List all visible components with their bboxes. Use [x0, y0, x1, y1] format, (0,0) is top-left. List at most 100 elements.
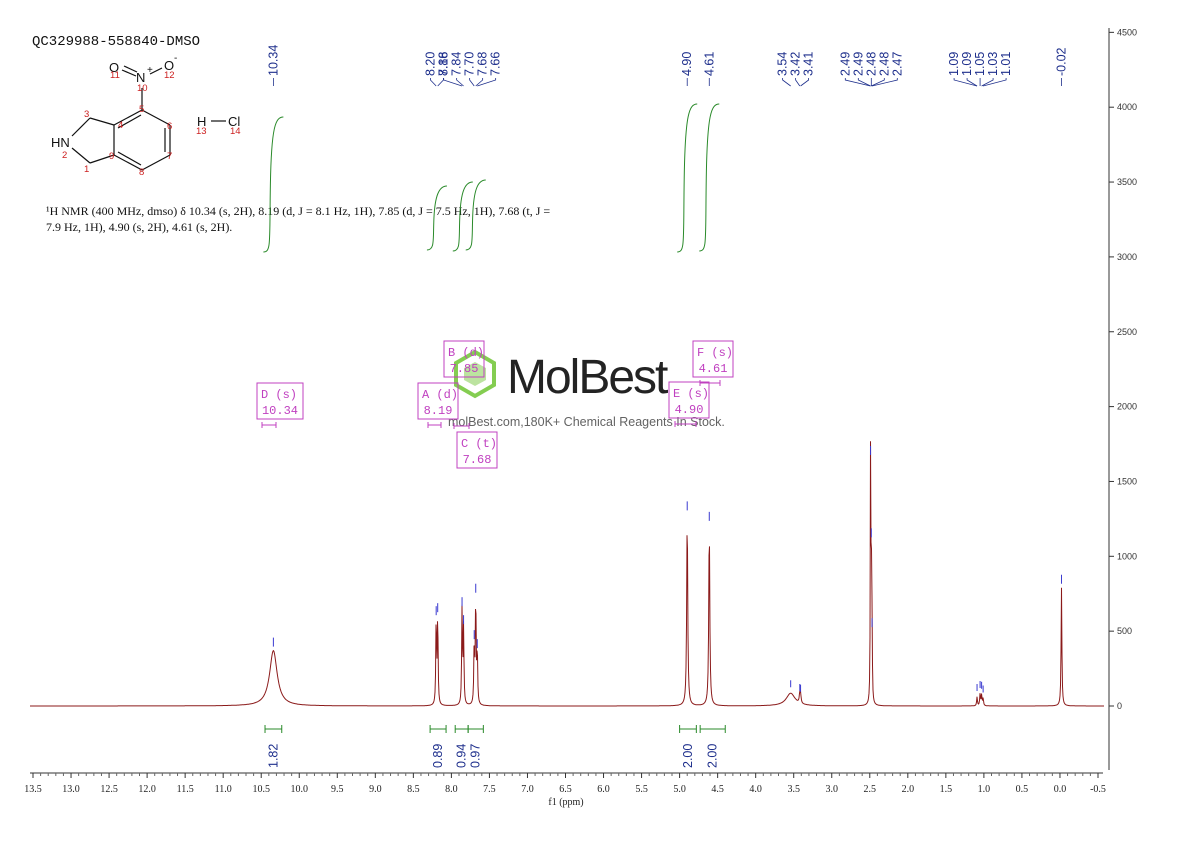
- x-tick-label: 5.0: [673, 784, 686, 795]
- charge-plus: +: [147, 65, 153, 76]
- x-tick-label: 5.5: [635, 784, 648, 795]
- integral-value: 0.89: [431, 744, 445, 768]
- peak-label: 7.66: [489, 52, 503, 76]
- structure-bonds: [71, 65, 226, 171]
- x-tick-label: 4.0: [749, 784, 762, 795]
- sample-id: QC329988-558840-DMSO: [32, 34, 200, 50]
- multiplet-shift: 4.90: [675, 403, 704, 417]
- peak-label-connector: [871, 78, 885, 87]
- nmr-description-line-1: ¹H NMR (400 MHz, dmso) δ 10.34 (s, 2H), …: [46, 204, 550, 218]
- y-tick-label: 3500: [1117, 177, 1137, 187]
- peak-label-connector: [469, 78, 475, 87]
- integral-bars: 1.82 0.89 0.94 0.97 2.00 2.00: [264, 725, 726, 768]
- peak-label: 8.18: [436, 52, 450, 76]
- x-tick-label: 9.5: [331, 784, 344, 795]
- spectrum-line: [30, 441, 1104, 707]
- x-tick-label: 13.5: [24, 784, 42, 795]
- peak-label: 1.05: [973, 52, 987, 76]
- atom-number-12: 12: [164, 70, 175, 81]
- peak-label-connector: [456, 78, 464, 87]
- molecule-structure: O N + O - HN H Cl 1 2 3 4 5 6 7 8 9 10 1…: [51, 53, 241, 178]
- peak-label-connector: [782, 78, 791, 87]
- integral-value: 2.00: [706, 744, 720, 768]
- peak-label: 3.54: [776, 52, 790, 76]
- peak-label-connector: [981, 78, 994, 87]
- x-tick-label: 1.0: [978, 784, 991, 795]
- y-tick-label: 3000: [1117, 252, 1137, 262]
- x-tick-label: 3.0: [826, 784, 839, 795]
- atom-hn: HN: [51, 135, 70, 150]
- peak-label-connector: [966, 78, 978, 87]
- multiplet-box: [692, 340, 734, 378]
- peak-label: 2.48: [864, 52, 878, 76]
- x-tick-label: 7.0: [521, 784, 534, 795]
- hexagon-logo-icon: [454, 349, 496, 399]
- multiplet-boxes: D (s) 10.34 A (d) 8.19 B (d) 7.85 C (t) 7.68 E (…: [256, 340, 734, 469]
- x-tick-label: 8.5: [407, 784, 420, 795]
- peak-label-connector: [795, 78, 801, 87]
- peak-label: -0.02: [1054, 47, 1068, 76]
- integral-value: 2.00: [681, 744, 695, 768]
- x-tick-label: 6.5: [559, 784, 572, 795]
- peak-label: 10.34: [266, 45, 280, 76]
- peak-label-connector: [953, 78, 978, 87]
- integral-curve: [452, 181, 473, 252]
- x-tick-label: 9.0: [369, 784, 382, 795]
- peak-label: 2.48: [877, 52, 891, 76]
- hexagon-logo-inner-icon: [464, 362, 486, 386]
- multiplet-shift: 4.61: [699, 362, 728, 376]
- integral-value: 0.97: [469, 744, 483, 768]
- multiplet-label: A (d): [422, 388, 458, 402]
- nmr-description-line-2: 7.9 Hz, 1H), 4.90 (s, 2H), 4.61 (s, 2H).: [46, 220, 232, 234]
- atom-number-9: 9: [109, 151, 114, 162]
- peak-label-connector: [430, 78, 437, 87]
- atom-number-10: 10: [137, 83, 148, 94]
- y-tick-label: 2000: [1117, 402, 1137, 412]
- peak-label-connector: [800, 78, 810, 87]
- atom-o11: O: [109, 60, 119, 75]
- atom-number-1: 1: [84, 164, 89, 175]
- atom-number-8: 8: [139, 167, 144, 178]
- x-axis-ticks: 13.5 13.0 12.5 12.0 11.5 11.0 10.5 10.0 9.5 9.0 8.…: [24, 773, 1106, 795]
- multiplet-shift: 10.34: [262, 404, 298, 418]
- peak-marks: [272, 445, 1062, 693]
- multiplet-box: [256, 382, 304, 420]
- integral-value: 1.82: [266, 744, 280, 768]
- peak-label: 8.20: [423, 52, 437, 76]
- atom-number-14: 14: [230, 126, 241, 137]
- y-tick-label: 4000: [1117, 102, 1137, 112]
- atom-number-3: 3: [84, 109, 89, 120]
- peak-label-connector: [443, 78, 463, 87]
- multiplet-shift: 7.68: [463, 453, 492, 467]
- y-tick-label: 500: [1117, 626, 1132, 636]
- x-axis-label: f1 (ppm): [548, 797, 583, 808]
- x-tick-label: 2.0: [902, 784, 915, 795]
- x-tick-label: 6.0: [597, 784, 610, 795]
- x-tick-label: 0.0: [1054, 784, 1067, 795]
- multiplet-label: F (s): [697, 346, 733, 360]
- x-tick-label: 8.0: [445, 784, 458, 795]
- y-tick-label: 1000: [1117, 551, 1137, 561]
- multiplet-box: [417, 382, 459, 420]
- peak-label: 7.86: [437, 52, 451, 76]
- integral-value: 0.94: [455, 744, 469, 768]
- integral-curve: [426, 185, 447, 251]
- peak-label-connector: [871, 78, 898, 87]
- peak-label: 3.42: [789, 52, 803, 76]
- x-tick-label: 4.5: [711, 784, 724, 795]
- y-tick-label: 4500: [1117, 27, 1137, 37]
- x-tick-label: 7.5: [483, 784, 496, 795]
- atom-number-2: 2: [62, 150, 67, 161]
- x-tick-label: 11.5: [177, 784, 194, 795]
- peak-label: 1.01: [999, 52, 1013, 76]
- multiplet-box: [668, 381, 710, 419]
- multiplet-box: [443, 340, 485, 378]
- integral-curve: [677, 103, 698, 253]
- peak-label: 7.84: [450, 52, 464, 76]
- y-axis-ticks: 4500 4000 3500 3000 2500 2000 1500 1000 500 0: [1109, 27, 1137, 711]
- atom-cl14: Cl: [228, 114, 240, 129]
- atom-number-5: 5: [139, 104, 144, 115]
- peak-label: 3.41: [802, 52, 816, 76]
- axes: [30, 28, 1110, 774]
- y-tick-label: 2500: [1117, 327, 1137, 337]
